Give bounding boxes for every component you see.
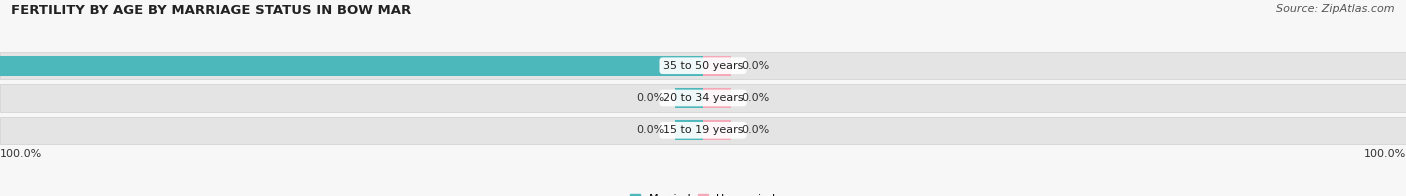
- Text: 20 to 34 years: 20 to 34 years: [662, 93, 744, 103]
- Bar: [0, 84, 1406, 112]
- Bar: [675, 120, 703, 140]
- Bar: [675, 88, 703, 108]
- Text: 35 to 50 years: 35 to 50 years: [662, 61, 744, 71]
- Text: 0.0%: 0.0%: [636, 125, 665, 135]
- Bar: [0, 56, 703, 76]
- Text: 100.0%: 100.0%: [1364, 150, 1406, 160]
- Text: 15 to 19 years: 15 to 19 years: [662, 125, 744, 135]
- Text: 0.0%: 0.0%: [742, 61, 770, 71]
- Text: Source: ZipAtlas.com: Source: ZipAtlas.com: [1277, 4, 1395, 14]
- Text: FERTILITY BY AGE BY MARRIAGE STATUS IN BOW MAR: FERTILITY BY AGE BY MARRIAGE STATUS IN B…: [11, 4, 412, 17]
- Text: 100.0%: 100.0%: [0, 150, 42, 160]
- Bar: [0, 52, 1406, 79]
- Bar: [703, 88, 731, 108]
- Bar: [703, 56, 731, 76]
- Text: 0.0%: 0.0%: [636, 93, 665, 103]
- Bar: [0, 117, 1406, 144]
- Text: 0.0%: 0.0%: [742, 125, 770, 135]
- Bar: [703, 120, 731, 140]
- Legend: Married, Unmarried: Married, Unmarried: [630, 194, 776, 196]
- Text: 0.0%: 0.0%: [742, 93, 770, 103]
